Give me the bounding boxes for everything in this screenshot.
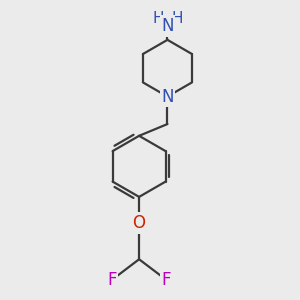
Text: O: O [133,214,146,232]
Text: H: H [152,11,164,26]
Text: F: F [161,271,171,289]
Text: N: N [161,88,174,106]
Text: H: H [171,11,183,26]
Text: N: N [161,17,174,35]
Text: F: F [107,271,117,289]
